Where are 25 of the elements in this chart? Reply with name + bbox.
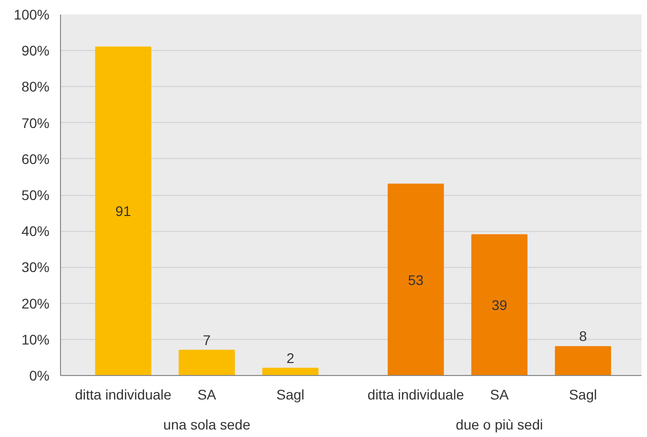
y-tick-label: 80% [21, 78, 50, 95]
data-label: 2 [286, 350, 294, 366]
data-label: 53 [408, 272, 424, 288]
y-tick-label: 40% [21, 223, 50, 240]
x-tick-label: ditta individuale [368, 386, 464, 402]
y-tick-label: 60% [21, 150, 50, 167]
y-tick-label: 20% [21, 295, 50, 312]
data-label: 8 [579, 328, 588, 344]
text: una sola sede [163, 416, 251, 432]
y-tick-label: 30% [21, 259, 50, 276]
y-tick-label: 90% [21, 42, 50, 59]
text: due o più sedi [456, 416, 543, 432]
data-label: 91 [115, 203, 132, 220]
x-tick-label: Sagl [568, 386, 598, 402]
x-tick-label: SA [197, 386, 217, 402]
y-tick-label: 70% [21, 114, 50, 131]
y-tick-label: 0% [29, 368, 50, 384]
x-tick-label: ditta individuale [74, 386, 172, 402]
data-label: 39 [492, 297, 508, 314]
x-tick-label: SA [490, 386, 510, 402]
x-tick-label: Sagl [276, 386, 304, 402]
y-tick-label: 50% [21, 187, 50, 203]
y-tick-label: 100% [14, 6, 50, 22]
data-label: 7 [202, 332, 211, 348]
y-tick-label: 10% [21, 331, 50, 348]
